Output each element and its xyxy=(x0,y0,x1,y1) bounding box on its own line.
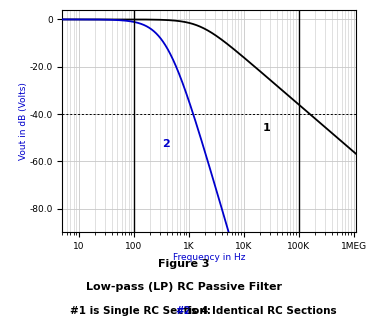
Text: Low-pass (LP) RC Passive Filter: Low-pass (LP) RC Passive Filter xyxy=(86,283,281,292)
Text: #1 is Single RC Section:: #1 is Single RC Section: xyxy=(69,306,214,316)
Text: 1: 1 xyxy=(263,123,270,133)
Text: #2: #2 xyxy=(175,306,191,316)
Text: is 4 Identical RC Sections: is 4 Identical RC Sections xyxy=(184,306,336,316)
X-axis label: Frequency in Hz: Frequency in Hz xyxy=(173,253,246,262)
Y-axis label: Vout in dB (Volts): Vout in dB (Volts) xyxy=(19,82,28,160)
Text: 2: 2 xyxy=(162,139,170,149)
Text: Figure 3: Figure 3 xyxy=(158,259,209,269)
